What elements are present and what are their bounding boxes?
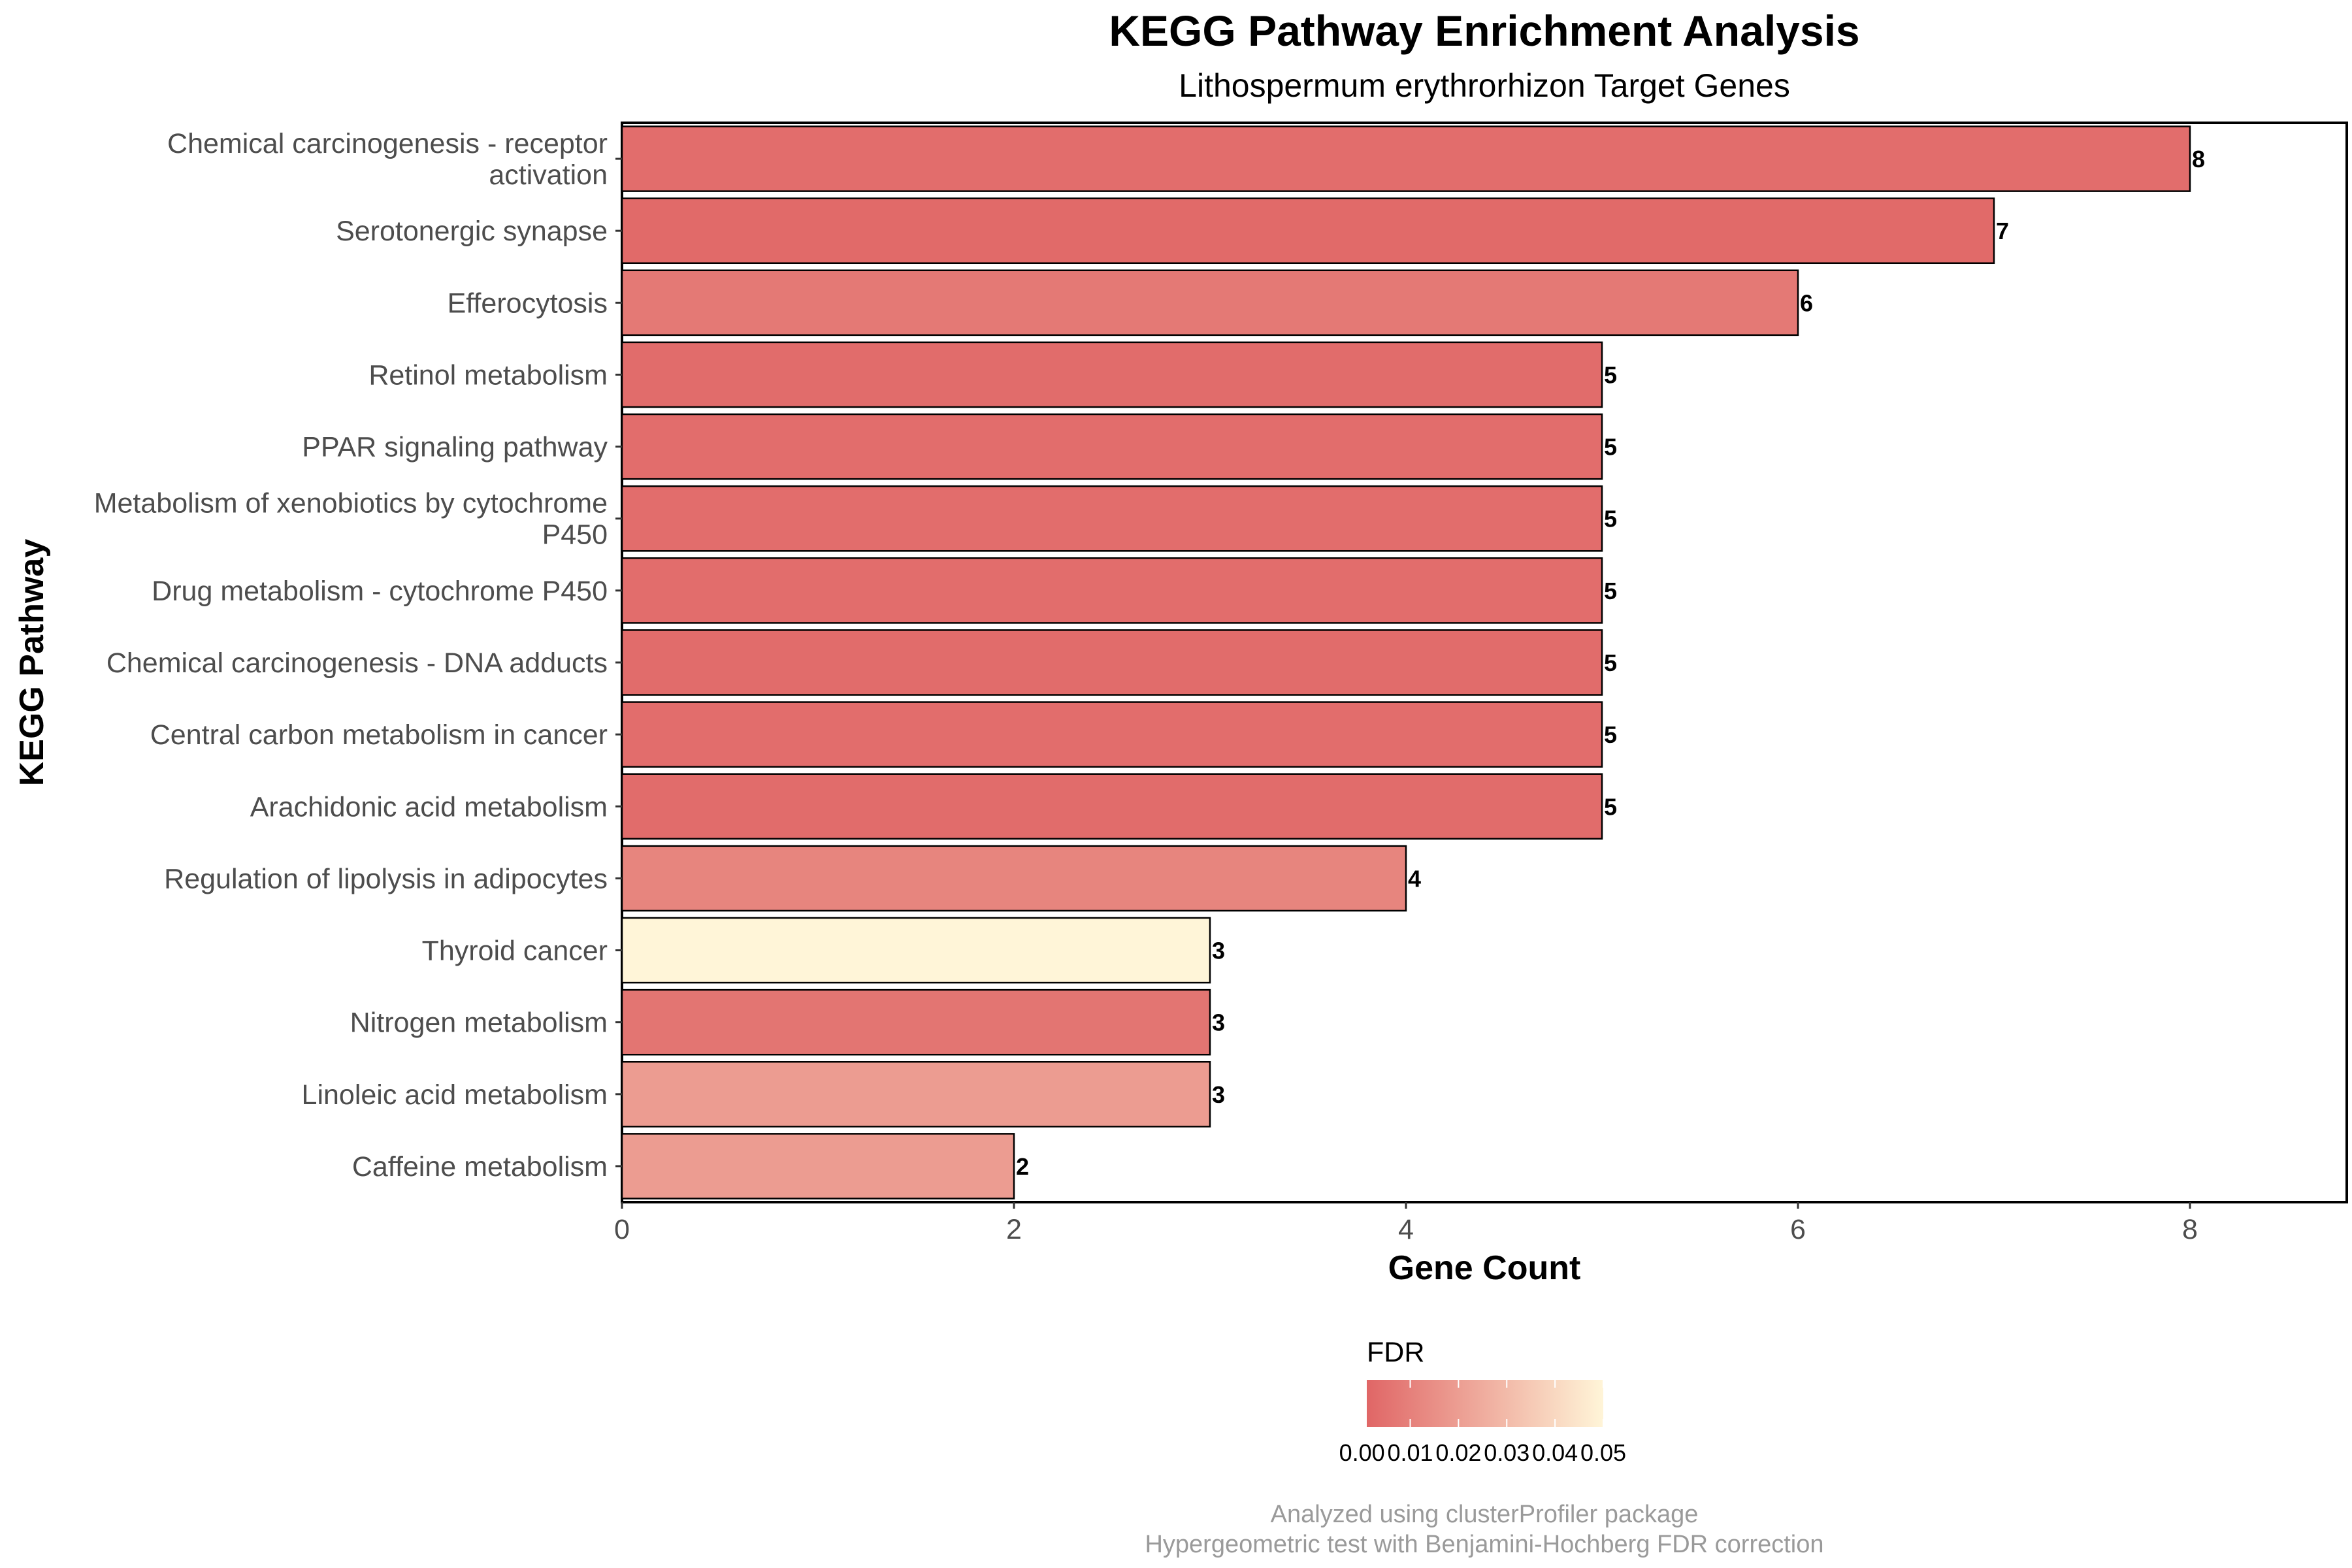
bar-value-label-7: 5 bbox=[1604, 649, 1617, 676]
bar-value-label-9: 5 bbox=[1604, 793, 1617, 820]
bar-11 bbox=[621, 917, 1211, 984]
legend-colorbar bbox=[1367, 1380, 1603, 1427]
bar-8 bbox=[621, 701, 1603, 768]
y-tick-label-12: Nitrogen metabolism bbox=[350, 1007, 608, 1039]
bar-5 bbox=[621, 485, 1603, 552]
bar-value-label-8: 5 bbox=[1604, 721, 1617, 748]
bar-12 bbox=[621, 988, 1211, 1056]
bar-3 bbox=[621, 341, 1603, 408]
caption-line-2: Hypergeometric test with Benjamini-Hochb… bbox=[1145, 1531, 1823, 1558]
y-axis-title: KEGG Pathway bbox=[13, 539, 51, 787]
bar-value-label-1: 7 bbox=[1996, 218, 2009, 244]
y-tick-label-11: Thyroid cancer bbox=[422, 936, 608, 967]
bar-value-label-0: 8 bbox=[2192, 146, 2205, 172]
bar-value-label-12: 3 bbox=[1212, 1009, 1225, 1036]
y-tick-labels: Chemical carcinogenesis - receptor activa… bbox=[94, 128, 622, 1183]
bar-2 bbox=[621, 269, 1799, 336]
legend-tick-label-0: 0.00 bbox=[1339, 1439, 1385, 1466]
legend-tick-label-2: 0.02 bbox=[1435, 1439, 1481, 1466]
bars-layer: 8 7 6 5 5 5 5 5 5 5 4 3 3 3 2 bbox=[621, 125, 2205, 1200]
bar-value-label-14: 2 bbox=[1016, 1153, 1029, 1180]
y-tick-label-1: Serotonergic synapse bbox=[336, 216, 608, 247]
bar-value-label-5: 5 bbox=[1604, 506, 1617, 532]
y-tick-label-3: Retinol metabolism bbox=[368, 359, 608, 391]
bar-9 bbox=[621, 773, 1603, 840]
legend-title: FDR bbox=[1367, 1337, 1424, 1368]
y-tick-label-9: Arachidonic acid metabolism bbox=[250, 791, 608, 823]
bar-13 bbox=[621, 1060, 1211, 1128]
bar-value-label-2: 6 bbox=[1800, 289, 1813, 316]
bar-10 bbox=[621, 845, 1407, 912]
x-tick-label-1: 2 bbox=[1006, 1214, 1022, 1245]
bar-value-label-11: 3 bbox=[1212, 938, 1225, 964]
bar-4 bbox=[621, 413, 1603, 480]
caption-line-1: Analyzed using clusterProfiler package bbox=[1271, 1501, 1699, 1528]
legend-tick-label-4: 0.04 bbox=[1532, 1439, 1578, 1466]
x-tick-labels: 0 2 4 6 8 bbox=[614, 1202, 2198, 1245]
bar-value-label-4: 5 bbox=[1604, 434, 1617, 461]
chart-subtitle: Lithospermum erythrorhizon Target Genes bbox=[1179, 67, 1790, 104]
y-tick-label-8: Central carbon metabolism in cancer bbox=[150, 719, 608, 751]
x-tick-label-2: 4 bbox=[1398, 1214, 1414, 1245]
y-tick-label-10: Regulation of lipolysis in adipocytes bbox=[164, 863, 608, 894]
legend-tick-label-5: 0.05 bbox=[1580, 1439, 1626, 1466]
bar-6 bbox=[621, 557, 1603, 624]
y-tick-label-2: Efferocytosis bbox=[448, 287, 608, 319]
y-tick-label-5: Metabolism of xenobiotics by cytochrome P… bbox=[94, 488, 608, 551]
bar-value-label-3: 5 bbox=[1604, 361, 1617, 388]
bar-value-label-6: 5 bbox=[1604, 578, 1617, 604]
chart-title: KEGG Pathway Enrichment Analysis bbox=[1109, 7, 1859, 55]
y-tick-label-0: Chemical carcinogenesis - receptor activa… bbox=[167, 128, 608, 191]
y-tick-label-6: Drug metabolism - cytochrome P450 bbox=[152, 576, 608, 607]
legend-tick-label-3: 0.03 bbox=[1484, 1439, 1529, 1466]
bar-7 bbox=[621, 629, 1603, 696]
bar-14 bbox=[621, 1133, 1015, 1200]
y-tick-label-7: Chemical carcinogenesis - DNA adducts bbox=[106, 647, 608, 679]
x-tick-label-3: 6 bbox=[1790, 1214, 1806, 1245]
bar-0 bbox=[621, 125, 2191, 192]
fdr-legend: FDR 0.00 0.01 0.02 0.03 0.04 0.05 bbox=[1339, 1337, 1626, 1466]
y-tick-label-13: Linoleic acid metabolism bbox=[302, 1079, 608, 1111]
legend-tick-label-1: 0.01 bbox=[1387, 1439, 1433, 1466]
y-tick-label-14: Caffeine metabolism bbox=[352, 1151, 608, 1183]
bar-1 bbox=[621, 197, 1995, 265]
x-tick-label-4: 8 bbox=[2182, 1214, 2198, 1245]
legend-ticks: 0.00 0.01 0.02 0.03 0.04 0.05 bbox=[1339, 1380, 1626, 1466]
bar-value-label-13: 3 bbox=[1212, 1081, 1225, 1108]
x-axis-title: Gene Count bbox=[1388, 1249, 1581, 1287]
x-tick-label-0: 0 bbox=[614, 1214, 630, 1245]
bar-value-label-10: 4 bbox=[1408, 865, 1421, 892]
y-tick-label-4: PPAR signaling pathway bbox=[302, 432, 608, 463]
